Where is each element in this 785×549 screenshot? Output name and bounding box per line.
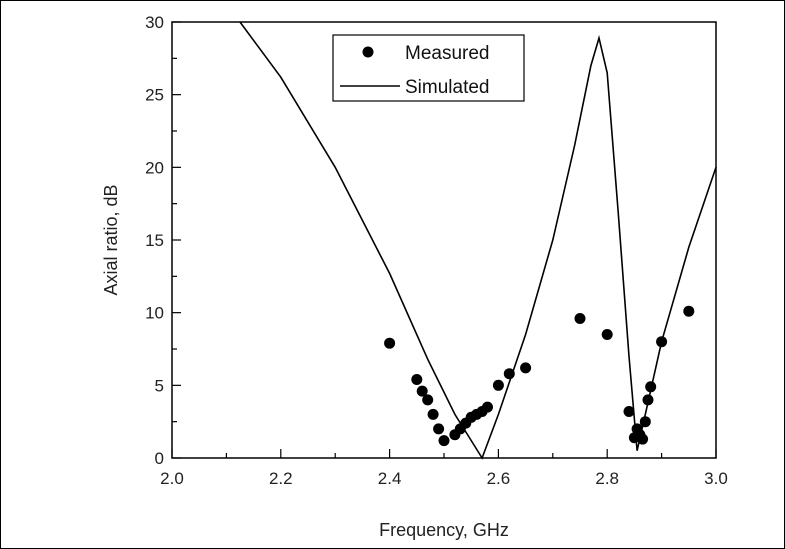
- measured-point: [645, 381, 657, 393]
- measured-point: [683, 305, 695, 317]
- y-tick-label: 20: [145, 158, 164, 177]
- y-tick-label: 10: [145, 304, 164, 323]
- legend-marker-measured: [362, 46, 374, 58]
- y-axis-title: Axial ratio, dB: [101, 184, 121, 295]
- measured-point: [623, 406, 635, 417]
- x-tick-label: 2.0: [160, 469, 184, 488]
- x-tick-label: 2.4: [378, 469, 402, 488]
- x-tick-label: 2.8: [595, 469, 619, 488]
- series-line-simulated: [239, 21, 717, 460]
- measured-point: [492, 379, 504, 391]
- measured-point: [520, 362, 532, 374]
- measured-point: [438, 435, 450, 447]
- x-axis-title: Frequency, GHz: [379, 520, 509, 540]
- y-tick-label: 0: [155, 449, 164, 468]
- y-tick-label: 15: [145, 231, 164, 250]
- x-tick-label: 2.2: [269, 469, 293, 488]
- measured-point: [482, 401, 493, 413]
- measured-point: [637, 433, 649, 445]
- measured-point: [422, 394, 434, 406]
- legend: Measured Simulated: [332, 34, 525, 102]
- y-tick-label: 5: [155, 376, 164, 395]
- measured-point: [656, 336, 668, 348]
- x-tick-label: 2.6: [487, 469, 511, 488]
- tick-labels: 2.0 2.2 2.4 2.6 2.8 3.0 0 5 10 15 20 25 30: [145, 13, 728, 488]
- measured-point: [639, 416, 651, 428]
- measured-point: [384, 337, 396, 349]
- legend-box: [332, 34, 525, 102]
- series-measured-points: [384, 305, 695, 447]
- measured-point: [574, 313, 586, 324]
- x-tick-label: 3.0: [704, 469, 728, 488]
- measured-point: [642, 394, 654, 406]
- y-tick-label: 25: [145, 86, 164, 105]
- measured-point: [427, 408, 439, 420]
- measured-point: [416, 385, 428, 397]
- measured-point: [433, 423, 445, 435]
- y-tick-label: 30: [145, 13, 164, 32]
- legend-label-simulated: Simulated: [405, 77, 490, 98]
- legend-label-measured: Measured: [405, 43, 490, 64]
- measured-point: [411, 374, 423, 385]
- measured-point: [601, 329, 613, 340]
- axis-ticks: [171, 21, 717, 459]
- measured-point: [503, 368, 515, 380]
